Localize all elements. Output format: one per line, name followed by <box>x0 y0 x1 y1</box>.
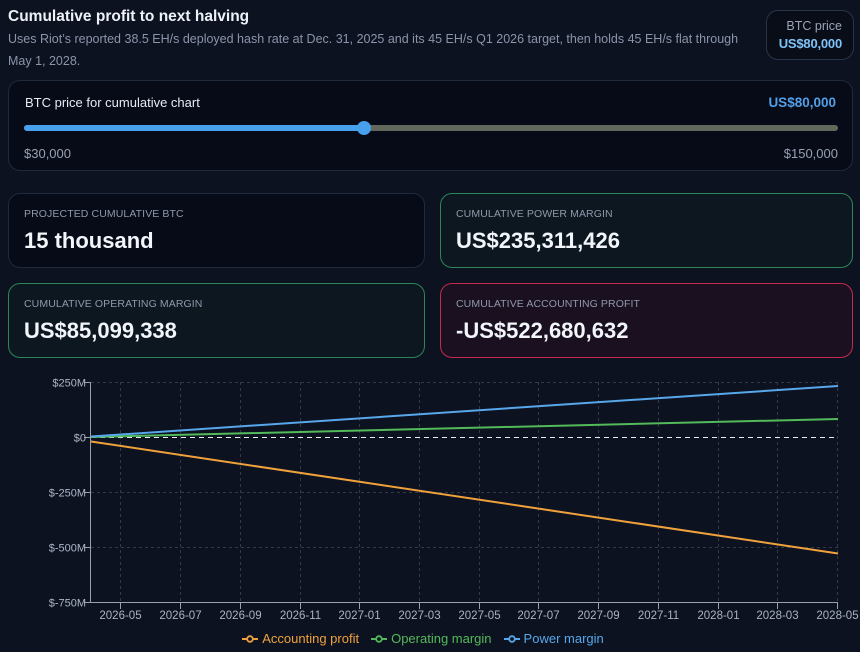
svg-text:2027-11: 2027-11 <box>638 610 679 622</box>
svg-text:2028-01: 2028-01 <box>697 610 739 622</box>
svg-text:$0: $0 <box>74 433 86 445</box>
svg-text:$250M: $250M <box>52 378 86 390</box>
svg-text:2026-11: 2026-11 <box>280 610 321 622</box>
svg-text:$-500M: $-500M <box>49 543 86 555</box>
svg-text:2027-01: 2027-01 <box>338 610 380 622</box>
svg-text:2028-05: 2028-05 <box>816 610 858 622</box>
svg-text:2026-09: 2026-09 <box>219 610 261 622</box>
svg-text:$-750M: $-750M <box>49 598 86 610</box>
svg-text:2026-05: 2026-05 <box>99 610 141 622</box>
svg-text:2027-09: 2027-09 <box>577 610 619 622</box>
svg-text:2027-03: 2027-03 <box>398 610 440 622</box>
svg-text:2027-07: 2027-07 <box>517 610 559 622</box>
svg-text:$-250M: $-250M <box>49 488 86 500</box>
svg-text:2028-03: 2028-03 <box>756 610 798 622</box>
svg-text:2027-05: 2027-05 <box>458 610 500 622</box>
svg-text:2026-07: 2026-07 <box>159 610 201 622</box>
